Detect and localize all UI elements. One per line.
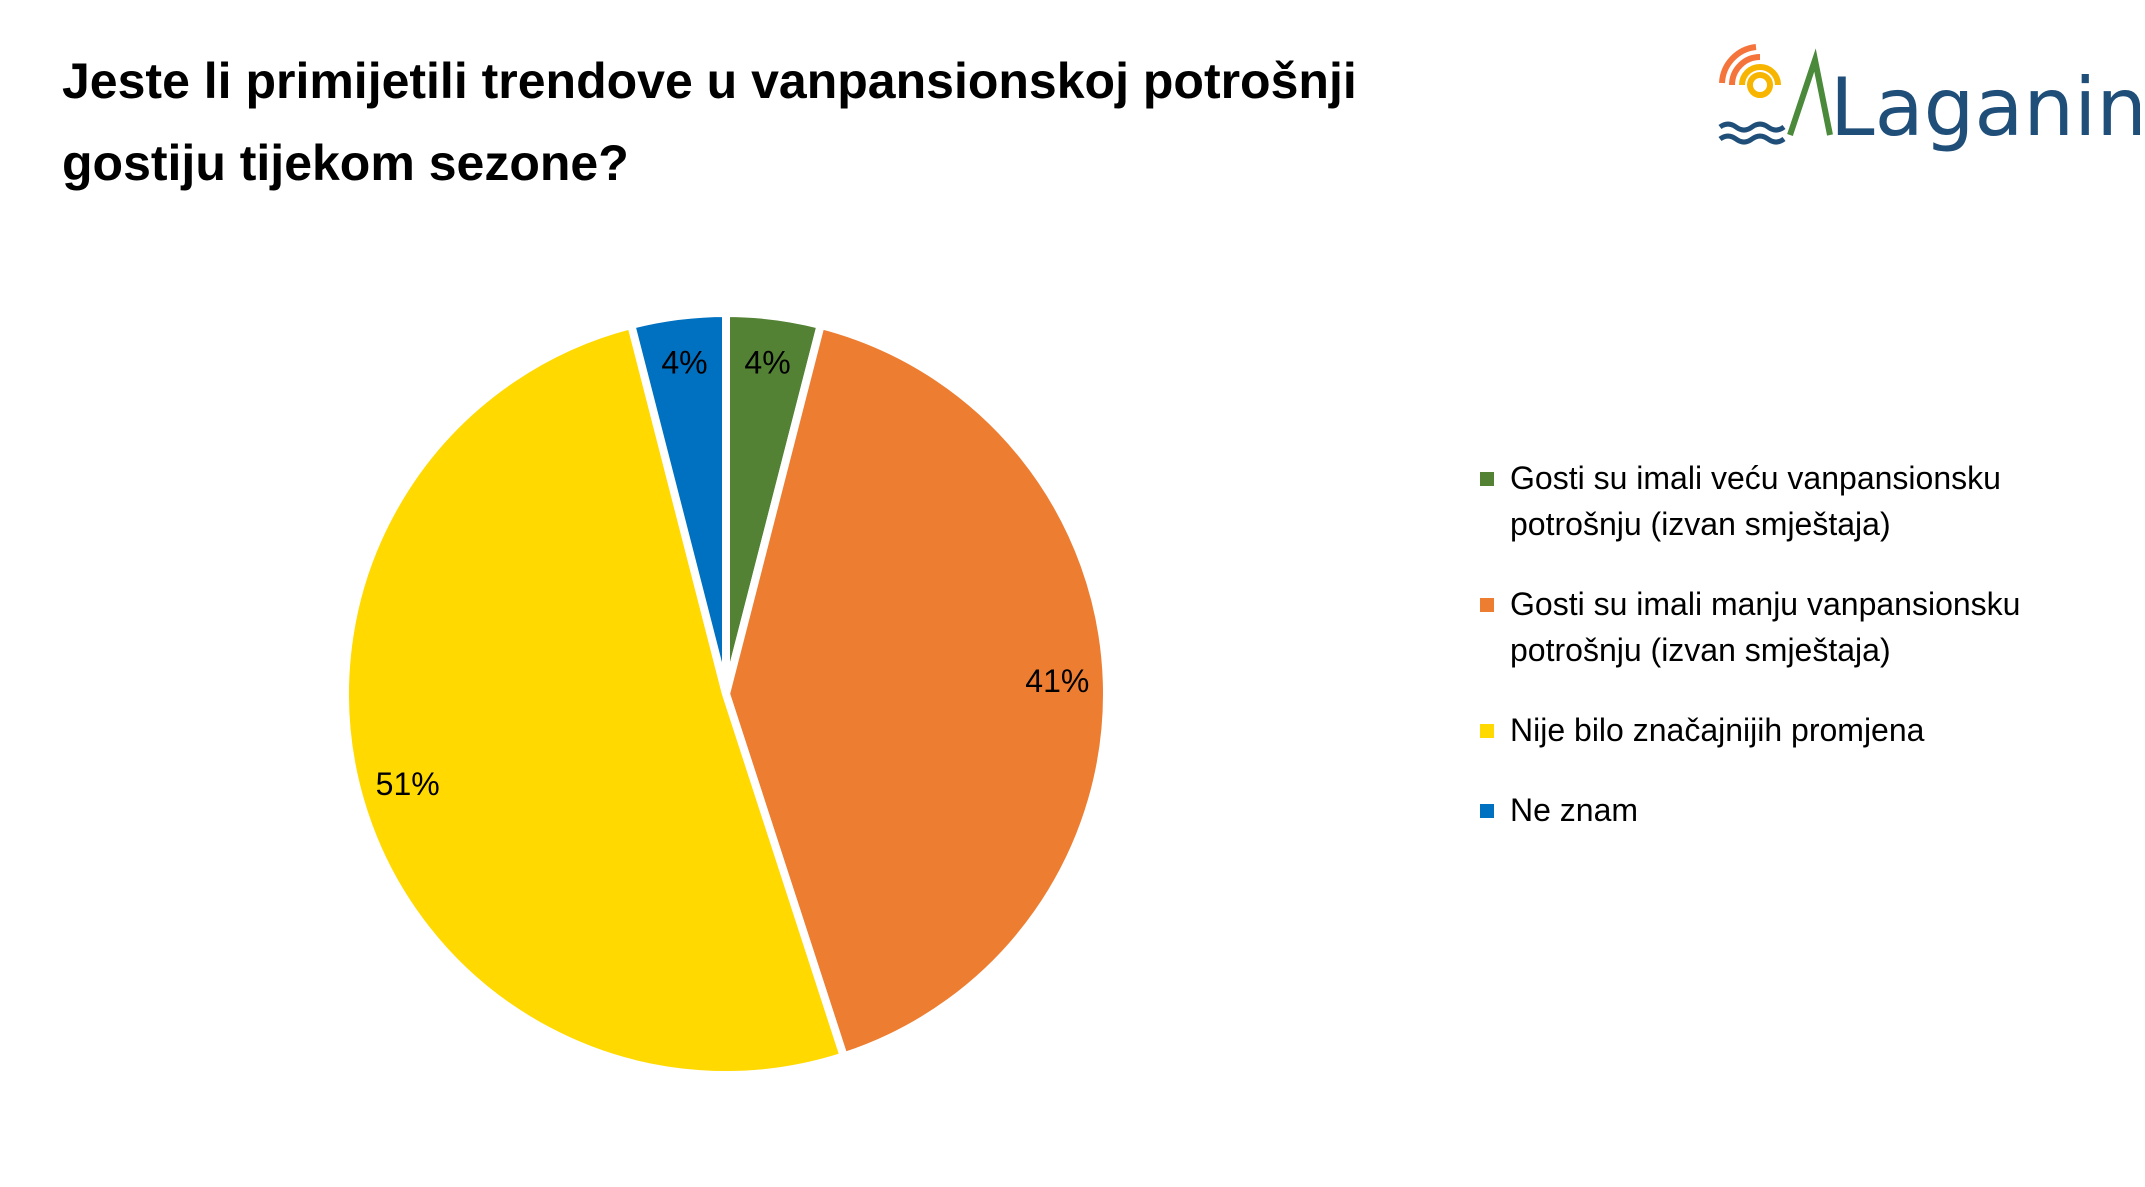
pie-slice <box>340 320 849 1079</box>
legend-item: Nije bilo značajnijih promjena <box>1480 707 2120 753</box>
data-label: 41% <box>1025 663 1089 699</box>
legend-item: Ne znam <box>1480 787 2120 833</box>
pie-slice <box>721 320 1111 1062</box>
logo-text: Laganini <box>1830 61 2140 154</box>
legend-swatch <box>1480 598 1494 612</box>
legend-label: Gosti su imali veću vanpansionsku potroš… <box>1510 460 2001 542</box>
logo-waves <box>1718 121 1786 145</box>
logo: Laganini <box>1718 44 2140 154</box>
legend-swatch <box>1480 804 1494 818</box>
legend-item: Gosti su imali veću vanpansionsku potroš… <box>1480 455 2120 547</box>
data-label: 4% <box>744 345 790 381</box>
data-label: 4% <box>661 345 707 381</box>
legend-swatch <box>1480 724 1494 738</box>
legend-label: Gosti su imali manju vanpansionsku potro… <box>1510 586 2021 668</box>
chart-title: Jeste li primijetili trendove u vanpansi… <box>62 53 1357 191</box>
logo-mountain <box>1787 48 1833 136</box>
logo-sun <box>1719 44 1781 98</box>
legend-label: Ne znam <box>1510 792 1639 828</box>
data-label: 51% <box>376 766 440 802</box>
pie-slice <box>626 308 730 695</box>
legend-label: Nije bilo značajnijih promjena <box>1510 712 1925 748</box>
legend-swatch <box>1480 472 1494 486</box>
legend-item: Gosti su imali manju vanpansionsku potro… <box>1480 581 2120 673</box>
legend: Gosti su imali veću vanpansionsku potroš… <box>1480 455 2120 867</box>
